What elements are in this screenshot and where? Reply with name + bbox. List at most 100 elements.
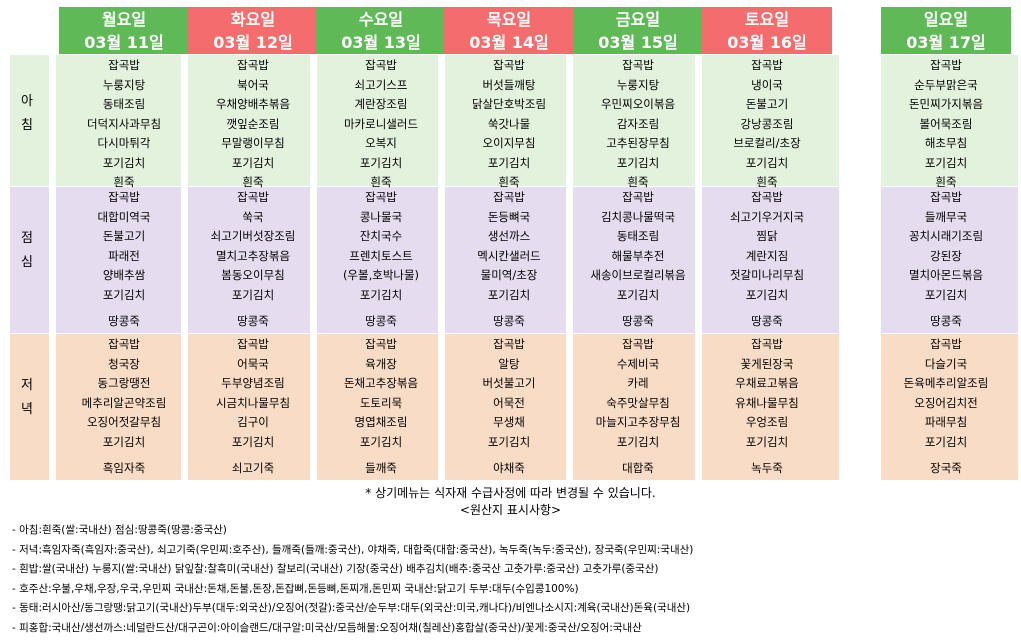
menu-item: 어묵전 bbox=[493, 395, 525, 410]
day-name: 토요일 bbox=[744, 10, 790, 29]
menu-item: 돈등뼈국 bbox=[487, 209, 531, 224]
meal-label-breakfast: 아 침 bbox=[10, 90, 44, 138]
menu-item: 새송이브로컬리볶음 bbox=[590, 268, 686, 282]
menu-item: 포기김치 bbox=[745, 287, 789, 302]
menu-item: 포기김치 bbox=[616, 287, 660, 302]
day-date: 03월 15일 bbox=[598, 33, 678, 52]
column-separator bbox=[566, 55, 573, 480]
footnote-line: - 저녁:흑임자죽(흑임자:중국산), 쇠고기죽(우민찌:호주산), 들깨죽(들… bbox=[12, 543, 694, 556]
menu-item: 쇠고기스프 bbox=[354, 77, 408, 92]
menu-item: 닭살단호박조림 bbox=[471, 97, 547, 111]
breakfast-menu-column: 잡곡밥 순두부맑은국 돈민찌가지볶음 볼어묵조림 해초무침 포기김치 흰죽 bbox=[881, 56, 1011, 193]
dinner-menu-column: 잡곡밥 꽃게된장국 우채료고볶음 유채나물무침 우엉조림 포기김치 녹두죽 bbox=[702, 335, 832, 479]
menu-item: 멸치아몬드볶음 bbox=[908, 268, 984, 282]
menu-item: 버섯불고기 bbox=[482, 376, 536, 390]
menu-item: 들깨죽 bbox=[365, 461, 397, 475]
menu-item: 알탕 bbox=[498, 356, 520, 371]
day-name: 목요일 bbox=[486, 10, 532, 29]
menu-item: 파래무침 bbox=[924, 415, 968, 429]
breakfast-menu-column: 잡곡밥 북어국 우채양배추볶음 깻잎순조림 무말랭이무침 포기김치 흰죽 bbox=[188, 56, 318, 193]
origin-title: <원산지 표시사항> bbox=[459, 503, 562, 517]
menu-item: 꽃게된장국 bbox=[740, 356, 794, 371]
menu-item: 파래전 bbox=[108, 248, 140, 263]
menu-item: 포기김치 bbox=[102, 287, 146, 302]
dinner-menu-column: 잡곡밥 육개장 돈채고추장볶음 도토리묵 명엽채조림 포기김치 들깨죽 bbox=[316, 335, 446, 479]
menu-item: 포기김치 bbox=[924, 287, 968, 302]
menu-item: 쇠고기우거지국 bbox=[729, 209, 805, 224]
menu-item: 더덕지사과무침 bbox=[86, 116, 162, 131]
menu-item: 흰죽 bbox=[113, 175, 135, 189]
footnote-line: - 동태:러시아산/동그랑땡:닭고기(국내산)두부(대두:외국산)/오징어(젓갈… bbox=[12, 602, 691, 614]
menu-item: 대합미역국 bbox=[97, 209, 151, 224]
day-name: 일요일 bbox=[923, 10, 969, 29]
menu-item: 쑥국 bbox=[242, 209, 264, 224]
menu-item: 해물부추전 bbox=[611, 248, 665, 263]
menu-item: 동태조림 bbox=[102, 97, 146, 111]
menu-item: 들깨무국 bbox=[924, 209, 968, 224]
menu-item: 잡곡밥 bbox=[930, 337, 962, 351]
menu-item: 우민찌오이볶음 bbox=[600, 97, 676, 111]
menu-item: 수제비국 bbox=[616, 356, 660, 371]
menu-item: 김치콩나물떡국 bbox=[600, 209, 676, 224]
meal-label-lunch: 점 심 bbox=[10, 227, 44, 275]
menu-item: 돈민찌가지볶음 bbox=[908, 97, 984, 111]
day-date: 03월 17일 bbox=[906, 33, 986, 52]
menu-item: 포기김치 bbox=[102, 155, 146, 170]
menu-item: 땅콩죽 bbox=[493, 314, 525, 328]
menu-item: 잡곡밥 bbox=[930, 190, 962, 204]
menu-item: 양배추쌈 bbox=[102, 268, 146, 282]
menu-item: 돈육메추리알조림 bbox=[903, 376, 989, 390]
menu-item: 잡곡밥 bbox=[493, 190, 525, 204]
menu-item: 흰죽 bbox=[756, 175, 778, 189]
menu-item: 김구이 bbox=[237, 415, 269, 429]
breakfast-menu-column: 잡곡밥 쇠고기스프 계란장조림 마카로니샐러드 오복지 포기김치 흰죽 bbox=[316, 56, 446, 193]
menu-item: 돈불고기 bbox=[102, 229, 146, 243]
dinner-menu-column: 잡곡밥 알탕 버섯불고기 어묵전 무생채 포기김치 야채죽 bbox=[444, 335, 574, 479]
day-header: 월요일 03월 11일 bbox=[59, 7, 189, 54]
menu-item: 오이지무침 bbox=[482, 136, 536, 150]
column-separator bbox=[49, 55, 56, 480]
menu-item: 버섯들깨탕 bbox=[482, 77, 536, 92]
menu-item: 돈불고기 bbox=[745, 97, 789, 111]
menu-item: 오징어김치전 bbox=[914, 395, 978, 410]
menu-item: 포기김치 bbox=[745, 434, 789, 449]
column-separator bbox=[438, 55, 445, 480]
meal-label-dinner: 저 녁 bbox=[10, 374, 44, 422]
menu-item: 메추리알곤약조림 bbox=[81, 395, 167, 410]
menu-item: 흰죽 bbox=[627, 175, 649, 189]
menu-item: 잡곡밥 bbox=[365, 190, 397, 204]
lunch-menu-column: 잡곡밥 들깨무국 꽁치시래기조림 강된장 멸치아몬드볶음 포기김치 땅콩죽 bbox=[881, 188, 1011, 332]
menu-item: 어묵국 bbox=[237, 356, 269, 371]
dinner-menu-column: 잡곡밥 어묵국 두부양념조림 시금치나물무침 김구이 포기김치 쇠고기죽 bbox=[188, 335, 318, 479]
lunch-menu-column: 잡곡밥 대합미역국 돈불고기 파래전 양배추쌈 포기김치 땅콩죽 bbox=[59, 188, 189, 332]
menu-item: 잡곡밥 bbox=[237, 337, 269, 351]
meal-label-char: 점 bbox=[21, 231, 33, 246]
menu-item: 잔치국수 bbox=[359, 229, 403, 243]
menu-item: 포기김치 bbox=[359, 434, 403, 449]
column-separator bbox=[181, 55, 188, 480]
menu-item: 오징어젓갈무침 bbox=[86, 415, 162, 429]
menu-item: 생선까스 bbox=[487, 229, 531, 243]
menu-item: 우엉조림 bbox=[745, 415, 789, 429]
day-date: 03월 14일 bbox=[469, 33, 549, 52]
menu-item: 계란장조림 bbox=[354, 97, 408, 111]
menu-item: 카레 bbox=[627, 376, 649, 390]
menu-item: 북어국 bbox=[237, 77, 269, 92]
menu-item: 흰죽 bbox=[935, 175, 957, 189]
menu-item: 잡곡밥 bbox=[622, 58, 654, 72]
menu-item: 잡곡밥 bbox=[237, 58, 269, 72]
day-name: 화요일 bbox=[230, 10, 276, 29]
menu-item: 도토리묵 bbox=[359, 395, 403, 410]
lunch-menu-column: 잡곡밥 쑥국 쇠고기버섯장조림 멸치고추장볶음 봄동오이무침 포기김치 땅콩죽 bbox=[188, 188, 318, 332]
menu-item: 포기김치 bbox=[487, 155, 531, 170]
day-header: 화요일 03월 12일 bbox=[188, 7, 318, 54]
menu-item: 시금치나물무침 bbox=[215, 395, 291, 410]
footnote-line: - 아침:흰죽(쌀:국내산) 점심:땅콩죽(땅콩:중국산) bbox=[12, 524, 227, 536]
meal-label-char: 아 bbox=[21, 94, 33, 109]
meal-label-char: 녁 bbox=[21, 402, 33, 417]
column-separator bbox=[839, 55, 881, 480]
menu-item: 땅콩죽 bbox=[622, 314, 654, 328]
menu-item: 흑임자죽 bbox=[102, 461, 146, 475]
menu-item: 오복지 bbox=[365, 136, 397, 150]
